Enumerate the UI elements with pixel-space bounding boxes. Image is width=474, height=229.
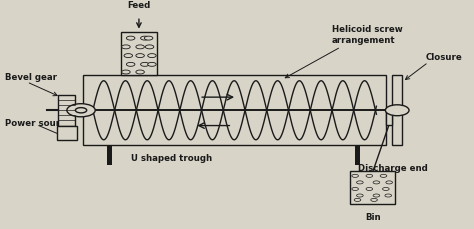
Bar <box>83 75 386 145</box>
Text: U shaped trough: U shaped trough <box>131 154 212 163</box>
Text: Bin: Bin <box>365 213 381 222</box>
Circle shape <box>383 187 389 191</box>
Circle shape <box>386 181 392 184</box>
Circle shape <box>122 70 130 74</box>
Circle shape <box>148 62 156 66</box>
Bar <box>57 125 77 140</box>
Text: Helicoid screw
arrangement: Helicoid screw arrangement <box>331 25 402 45</box>
Circle shape <box>385 105 409 116</box>
Text: Power source: Power source <box>5 119 72 128</box>
Circle shape <box>371 198 377 202</box>
Circle shape <box>136 45 145 49</box>
Text: Feed: Feed <box>128 1 151 10</box>
Circle shape <box>366 174 373 177</box>
Circle shape <box>136 70 145 74</box>
Bar <box>386 109 392 125</box>
Circle shape <box>366 187 373 191</box>
Bar <box>355 145 360 165</box>
Circle shape <box>373 194 380 197</box>
Circle shape <box>141 62 149 66</box>
Circle shape <box>145 36 153 40</box>
Circle shape <box>127 62 135 66</box>
Bar <box>58 95 75 125</box>
Circle shape <box>356 194 363 197</box>
Circle shape <box>148 54 156 57</box>
Circle shape <box>146 45 154 49</box>
Circle shape <box>122 45 130 49</box>
Circle shape <box>67 104 95 117</box>
Circle shape <box>75 108 87 113</box>
Circle shape <box>356 181 363 184</box>
Text: Bevel gear: Bevel gear <box>5 73 57 82</box>
Circle shape <box>352 187 358 191</box>
Bar <box>350 172 395 204</box>
Circle shape <box>380 174 387 177</box>
Circle shape <box>354 198 361 202</box>
Circle shape <box>385 194 392 197</box>
Circle shape <box>373 181 380 184</box>
Bar <box>121 32 156 75</box>
Bar <box>107 145 112 165</box>
Circle shape <box>136 54 145 57</box>
Text: Closure: Closure <box>426 53 463 62</box>
Circle shape <box>124 54 133 57</box>
Circle shape <box>141 36 149 40</box>
Circle shape <box>352 174 358 177</box>
Text: Discharge end: Discharge end <box>357 164 427 173</box>
Bar <box>392 75 402 145</box>
Circle shape <box>127 36 135 40</box>
